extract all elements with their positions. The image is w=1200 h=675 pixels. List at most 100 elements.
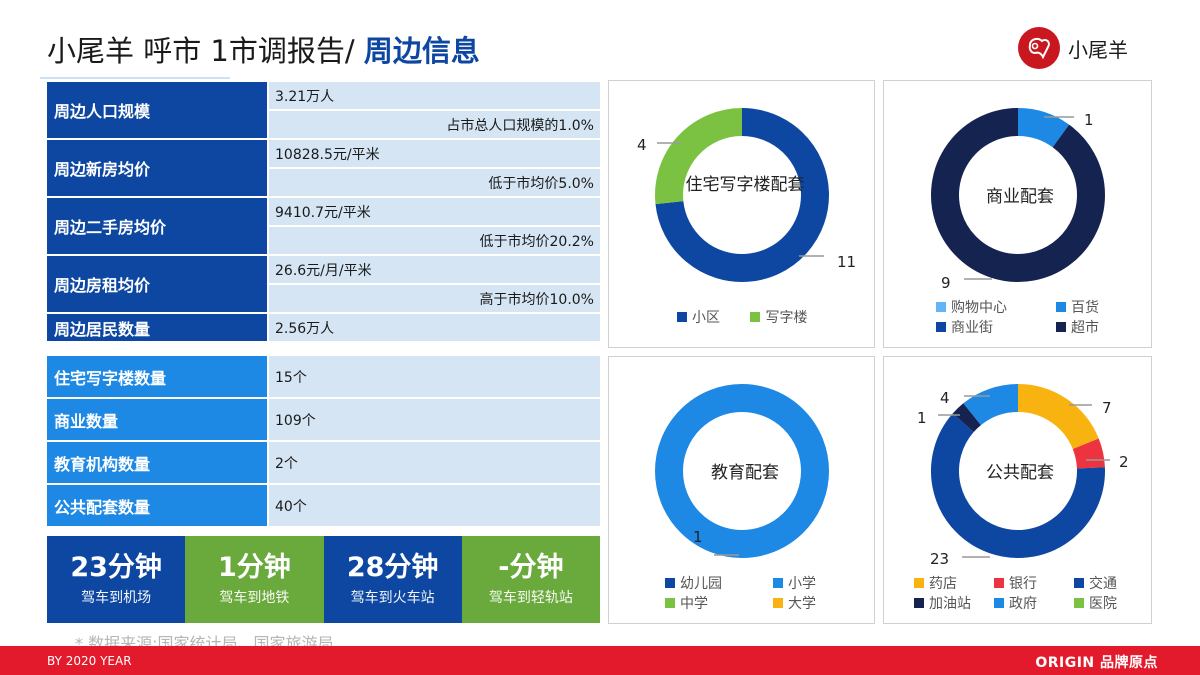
data-label: 4 xyxy=(940,389,950,407)
tile-desc: 驾车到火车站 xyxy=(350,590,435,606)
legend-label: 中学 xyxy=(680,596,708,612)
facility-count-table: 住宅写字楼数量 15个 商业数量 109个 教育机构数量 2个 公共配套数量 4… xyxy=(47,356,600,528)
row-value: 26.6元/月/平米 xyxy=(269,256,600,283)
row-label: 周边新房均价 xyxy=(47,140,267,196)
page-title-prefix: 小尾羊 呼市 1市调报告/ xyxy=(47,34,364,68)
legend-swatch xyxy=(750,312,761,322)
row-label: 周边人口规模 xyxy=(47,82,267,138)
brand-name: 小尾羊 xyxy=(1068,37,1128,62)
title-underline xyxy=(40,77,230,79)
donut-segment xyxy=(952,403,982,433)
data-label: 1 xyxy=(693,528,703,546)
data-label: 4 xyxy=(637,136,647,154)
footer-brand: ORIGIN 品牌原点 xyxy=(1035,655,1158,671)
ram-logo-icon xyxy=(1018,27,1060,69)
table-row: 周边新房均价 10828.5元/平米 低于市均价5.0% xyxy=(47,140,600,196)
legend-swatch xyxy=(665,598,675,608)
table-row: 住宅写字楼数量 15个 xyxy=(47,356,600,397)
row-label: 商业数量 xyxy=(47,399,267,440)
footer-year: BY 2020 YEAR xyxy=(47,654,132,668)
row-label: 住宅写字楼数量 xyxy=(47,356,267,397)
donut-segment xyxy=(655,108,829,282)
chart-center-title: 住宅写字楼配套 xyxy=(685,175,805,195)
legend-label: 超市 xyxy=(1071,320,1099,336)
row-value: 40个 xyxy=(269,485,600,526)
footer-bar: BY 2020 YEAR ORIGIN 品牌原点 xyxy=(0,646,1200,675)
legend-label: 小学 xyxy=(788,576,816,592)
brand-logo: 小尾羊 xyxy=(1018,27,1128,69)
chart-center-title: 商业配套 xyxy=(986,187,1054,207)
row-note: 低于市均价20.2% xyxy=(269,227,600,254)
legend-swatch xyxy=(1056,302,1066,312)
data-label: 2 xyxy=(1119,453,1129,471)
legend-swatch xyxy=(936,302,946,312)
chart-public-facilities: 公共配套 7 2 23 1 4 药店 银行 交通 加油站 政府 医院 xyxy=(883,356,1152,624)
legend-swatch xyxy=(773,578,783,588)
table-row: 周边人口规模 3.21万人 占市总人口规模的1.0% xyxy=(47,82,600,138)
data-label: 1 xyxy=(917,409,927,427)
legend-label: 购物中心 xyxy=(951,300,1007,316)
table-row: 周边二手房均价 9410.7元/平米 低于市均价20.2% xyxy=(47,198,600,254)
donut-chart xyxy=(655,108,829,282)
data-label: 23 xyxy=(930,550,950,568)
row-value: 15个 xyxy=(269,356,600,397)
donut-chart xyxy=(931,384,1110,558)
legend-label: 写字楼 xyxy=(765,310,808,326)
table-row: 教育机构数量 2个 xyxy=(47,442,600,483)
row-label: 公共配套数量 xyxy=(47,485,267,526)
table-row: 商业数量 109个 xyxy=(47,399,600,440)
data-label: 9 xyxy=(941,274,951,292)
page-title: 小尾羊 呼市 1市调报告/ 周边信息 xyxy=(47,28,480,70)
donut-segment xyxy=(1017,384,1099,450)
legend-swatch xyxy=(1074,598,1084,608)
legend-label: 幼儿园 xyxy=(680,576,722,592)
chart-legend: 幼儿园 小学 中学 大学 xyxy=(665,573,853,613)
area-info-table: 周边人口规模 3.21万人 占市总人口规模的1.0% 周边新房均价 10828.… xyxy=(47,82,600,343)
tile-desc: 驾车到轻轨站 xyxy=(488,590,573,606)
row-label: 教育机构数量 xyxy=(47,442,267,483)
legend-swatch xyxy=(994,578,1004,588)
tile-desc: 驾车到地铁 xyxy=(219,590,290,606)
donut-segment xyxy=(1072,438,1105,470)
legend-label: 银行 xyxy=(1009,576,1037,592)
chart-commercial: 商业配套 1 9 购物中心 百货 商业街 超市 xyxy=(883,80,1152,348)
row-value: 2个 xyxy=(269,442,600,483)
chart-education: 教育配套 1 幼儿园 小学 中学 大学 xyxy=(608,356,875,624)
legend-swatch xyxy=(773,598,783,608)
table-row: 公共配套数量 40个 xyxy=(47,485,600,526)
table-row: 周边居民数量 2.56万人 xyxy=(47,314,600,341)
donut-segment xyxy=(963,384,1019,426)
data-label: 1 xyxy=(1084,111,1094,129)
donut-segment xyxy=(655,384,829,558)
transport-tile-airport: 23分钟 驾车到机场 xyxy=(47,536,186,623)
tile-time: 1分钟 xyxy=(217,552,291,583)
row-value: 2.56万人 xyxy=(269,314,600,341)
legend-label: 交通 xyxy=(1089,576,1117,592)
transport-tile-light-rail: -分钟 驾车到轻轨站 xyxy=(461,536,600,623)
tile-time: 23分钟 xyxy=(70,552,162,583)
row-note: 占市总人口规模的1.0% xyxy=(269,111,600,138)
tile-time: -分钟 xyxy=(498,552,564,583)
table-row: 周边房租均价 26.6元/月/平米 高于市均价10.0% xyxy=(47,256,600,312)
legend-swatch xyxy=(1056,322,1066,332)
legend-swatch xyxy=(1074,578,1084,588)
row-value: 3.21万人 xyxy=(269,82,600,109)
legend-label: 百货 xyxy=(1071,300,1099,316)
legend-swatch xyxy=(677,312,687,322)
legend-label: 商业街 xyxy=(951,320,993,336)
donut-chart xyxy=(931,108,1105,282)
transport-tiles: 23分钟 驾车到机场 1分钟 驾车到地铁 28分钟 驾车到火车站 -分钟 驾车到… xyxy=(47,536,600,623)
legend-label: 小区 xyxy=(692,310,720,326)
row-value: 9410.7元/平米 xyxy=(269,198,600,225)
chart-legend: 药店 银行 交通 加油站 政府 医院 xyxy=(914,573,1144,613)
legend-label: 政府 xyxy=(1009,596,1037,612)
donut-chart xyxy=(655,384,829,558)
legend-swatch xyxy=(936,322,946,332)
legend-label: 加油站 xyxy=(929,596,971,612)
data-label: 7 xyxy=(1102,399,1112,417)
row-label: 周边房租均价 xyxy=(47,256,267,312)
data-label: 11 xyxy=(837,253,857,271)
legend-swatch xyxy=(914,598,924,608)
row-value: 10828.5元/平米 xyxy=(269,140,600,167)
legend-swatch xyxy=(914,578,924,588)
